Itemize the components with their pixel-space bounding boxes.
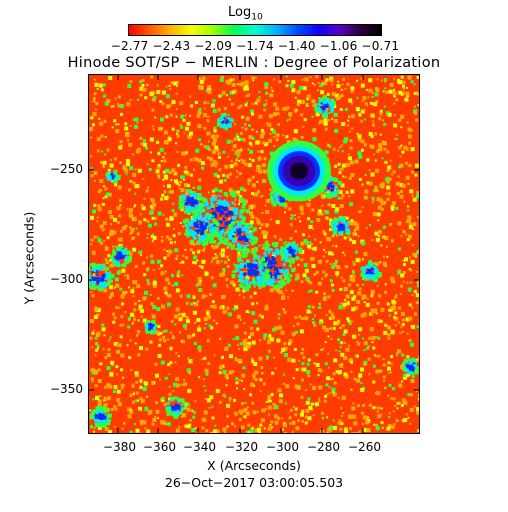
y-axis-label: Y (Arcseconds) — [21, 211, 37, 305]
y-tick-label: −300 — [50, 272, 83, 286]
x-axis-label: X (Arcseconds) — [207, 458, 301, 473]
x-tick-label: −280 — [307, 440, 340, 454]
colorbar-title: Log10 — [228, 5, 263, 23]
x-tick-label: −380 — [103, 440, 136, 454]
plot-title: Hinode SOT/SP − MERLIN : Degree of Polar… — [67, 55, 441, 71]
x-tick-label: −340 — [183, 440, 216, 454]
y-tick-label: −350 — [50, 382, 83, 396]
colorbar-tick-labels: −2.77 −2.43 −2.09 −1.74 −1.40 −1.06 −0.7… — [110, 39, 400, 53]
polarization-map — [88, 74, 420, 434]
x-tick-label: −320 — [225, 440, 258, 454]
x-tick-label: −260 — [348, 440, 381, 454]
sunspot — [267, 140, 331, 202]
observation-date: 26−Oct−2017 03:00:05.503 — [164, 475, 344, 490]
y-tick-label: −250 — [50, 162, 83, 176]
colorbar — [128, 24, 382, 36]
x-tick-label: −300 — [266, 440, 299, 454]
x-tick-label: −360 — [143, 440, 176, 454]
